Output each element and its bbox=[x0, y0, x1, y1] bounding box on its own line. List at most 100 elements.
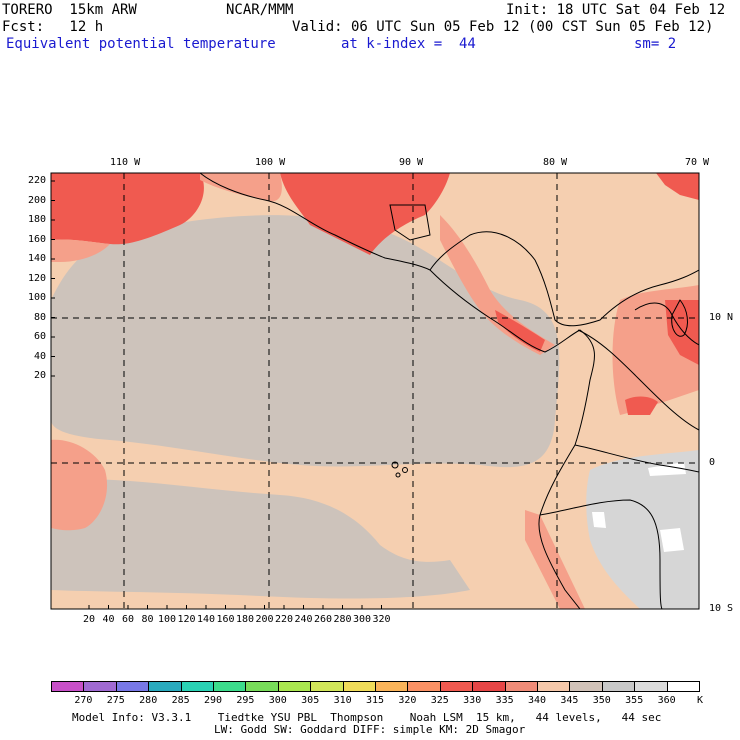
x-tick-label: 320 bbox=[372, 614, 391, 625]
longitude-label: 90 W bbox=[399, 157, 424, 168]
latitude-label: 10 N bbox=[709, 312, 734, 323]
colorbar-swatch bbox=[439, 681, 474, 692]
colorbar-swatch bbox=[342, 681, 376, 692]
x-tick-label: 280 bbox=[333, 614, 352, 625]
colorbar-label: 285 bbox=[171, 695, 190, 706]
y-tick-label: 40 bbox=[33, 350, 46, 362]
red-region-colombia bbox=[625, 396, 658, 415]
x-tick-label: 300 bbox=[352, 614, 372, 625]
colorbar-label: 280 bbox=[139, 695, 158, 706]
y-tick-label: 160 bbox=[27, 233, 46, 245]
x-tick-label: 140 bbox=[196, 614, 216, 625]
salmon-region-mexico bbox=[200, 173, 282, 202]
salmon-region-west bbox=[51, 439, 108, 531]
y-tick-label: 200 bbox=[27, 194, 46, 206]
colorbar-swatch bbox=[83, 681, 117, 692]
x-tick-label: 160 bbox=[216, 614, 235, 625]
colorbar-swatch bbox=[537, 681, 571, 692]
level-label: at k-index = 44 bbox=[341, 36, 476, 52]
colorbar-swatch bbox=[51, 681, 85, 692]
y-tick-label: 100 bbox=[27, 292, 46, 303]
colorbar-label: 345 bbox=[560, 695, 579, 706]
field-fill bbox=[51, 173, 699, 609]
colorbar-label: 340 bbox=[527, 695, 547, 706]
galapagos-island-2 bbox=[402, 467, 408, 473]
salmon-region-northwest bbox=[51, 239, 110, 262]
red-region-caribbean bbox=[656, 173, 699, 200]
lake-maracaibo bbox=[671, 299, 688, 337]
model-title: TORERO 15km ARW bbox=[2, 2, 137, 18]
graticule bbox=[51, 173, 699, 609]
colorbar-swatch bbox=[148, 681, 182, 692]
colorbar-swatch bbox=[504, 681, 538, 692]
forecast-hour: Fcst: 12 h bbox=[2, 19, 104, 35]
caribbean-coastline bbox=[429, 231, 699, 327]
red-region-venezuela bbox=[665, 300, 699, 365]
x-tick-label: 240 bbox=[294, 614, 313, 625]
y-tick-label: 120 bbox=[27, 272, 46, 284]
colorbar-swatch bbox=[277, 681, 312, 692]
longitude-label: 70 W bbox=[685, 157, 710, 168]
x-tick-label: 40 bbox=[102, 614, 115, 625]
colorbar-swatch bbox=[245, 681, 279, 692]
colorbar-label: 295 bbox=[236, 695, 255, 706]
y-tick-label: 20 bbox=[33, 370, 46, 381]
border-guatemala bbox=[389, 204, 431, 241]
galapagos-island-1 bbox=[391, 461, 399, 469]
border-ecuador bbox=[574, 444, 699, 473]
field-name: Equivalent potential temperature bbox=[6, 36, 276, 52]
white-patch-2 bbox=[592, 512, 606, 528]
colorbar-label: 290 bbox=[203, 695, 223, 706]
x-tick-label: 260 bbox=[313, 614, 333, 625]
x-tick-label: 180 bbox=[235, 614, 255, 625]
coastlines bbox=[199, 173, 699, 609]
y-tick-label: 180 bbox=[27, 214, 46, 225]
x-tick-label: 80 bbox=[141, 614, 154, 625]
longitude-label: 80 W bbox=[543, 157, 568, 168]
grey-region-3 bbox=[150, 503, 300, 542]
colorbar-swatch bbox=[472, 681, 506, 692]
model-info-line1: Model Info: V3.3.1 Tiedtke YSU PBL Thomp… bbox=[72, 711, 662, 724]
latitude-label: 10 S bbox=[709, 603, 734, 614]
border-peru bbox=[539, 499, 663, 609]
colorbar-label: 320 bbox=[398, 695, 417, 706]
white-patch-3 bbox=[660, 528, 684, 552]
red-region-northwest bbox=[51, 173, 204, 245]
colorbar-swatch bbox=[666, 681, 700, 692]
grey-region-andes bbox=[586, 450, 699, 609]
y-tick-label: 80 bbox=[33, 311, 46, 323]
colorbar-swatch bbox=[569, 681, 603, 692]
center-label: NCAR/MMM bbox=[226, 2, 294, 18]
y-tick-label: 60 bbox=[33, 331, 46, 342]
colorbar-label: 310 bbox=[333, 695, 352, 706]
colorbar-label: 330 bbox=[463, 695, 482, 706]
pacific-coastline bbox=[199, 173, 595, 609]
colorbar-swatch bbox=[601, 681, 636, 692]
colorbar-label: 325 bbox=[430, 695, 449, 706]
red-region-mexico bbox=[280, 173, 450, 255]
x-tick-label: 120 bbox=[177, 614, 196, 625]
border-colombia bbox=[577, 329, 699, 431]
x-tick-label: 220 bbox=[274, 614, 294, 625]
grey-region-1 bbox=[51, 215, 560, 468]
x-tick-label: 100 bbox=[157, 614, 177, 625]
smoothing-label: sm= 2 bbox=[634, 36, 677, 52]
colorbar-unit: K bbox=[696, 695, 704, 706]
colorbar-swatch bbox=[115, 681, 150, 692]
red-region-costa-rica bbox=[495, 310, 545, 352]
colorbar-label: 300 bbox=[268, 695, 287, 706]
x-tick-label: 20 bbox=[82, 614, 96, 625]
white-patch-1 bbox=[648, 462, 686, 476]
axis-ticks bbox=[51, 180, 382, 609]
colorbar-swatch bbox=[407, 681, 441, 692]
model-info-line2: LW: Godd SW: Goddard DIFF: simple KM: 2D… bbox=[214, 723, 526, 736]
colorbar-swatch bbox=[180, 681, 214, 692]
colorbar-label: 305 bbox=[301, 695, 320, 706]
colorbar-label: 350 bbox=[592, 695, 611, 706]
x-tick-label: 60 bbox=[121, 614, 135, 625]
colorbar-swatch bbox=[634, 681, 668, 692]
longitude-label: 100 W bbox=[255, 157, 286, 168]
colorbar-label: 355 bbox=[625, 695, 644, 706]
colorbar-swatch bbox=[375, 681, 409, 692]
